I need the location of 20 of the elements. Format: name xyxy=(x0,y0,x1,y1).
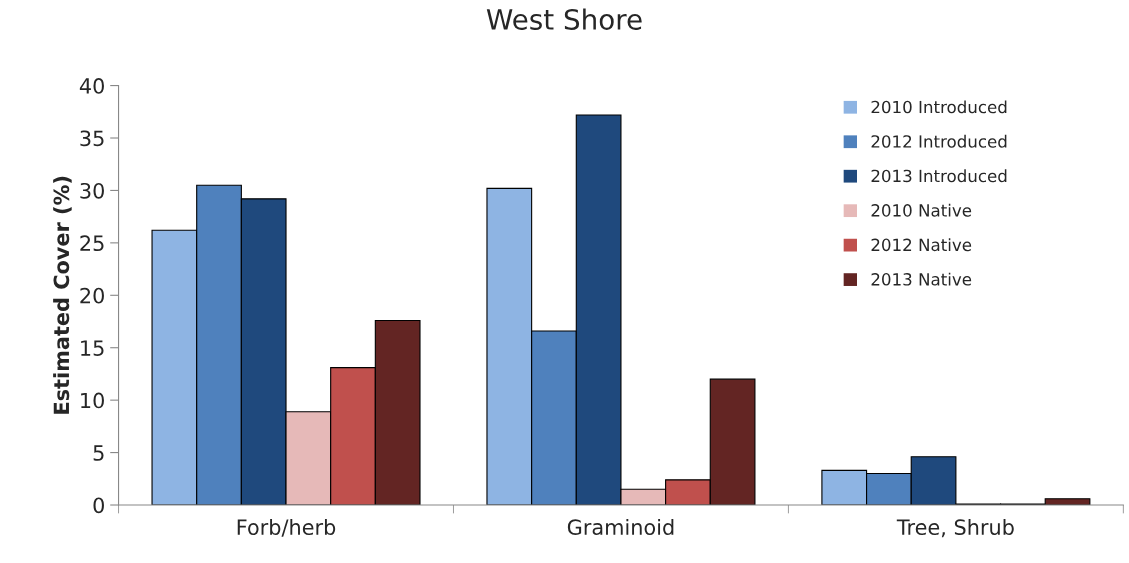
legend-label: 2010 Native xyxy=(871,203,972,217)
legend-label: 2013 Native xyxy=(871,272,972,286)
y-axis-title: Estimated Cover (%) xyxy=(53,176,72,414)
y-tick-label: 25 xyxy=(80,235,104,252)
y-tick-label: 35 xyxy=(80,130,104,147)
legend-label: 2012 Native xyxy=(871,238,972,252)
legend-label: 2010 Introduced xyxy=(871,100,1007,114)
x-tick-label: Tree, Shrub xyxy=(896,518,1014,538)
y-tick-label: 0 xyxy=(93,497,104,514)
y-tick-label: 20 xyxy=(80,287,104,304)
legend-label: 2013 Introduced xyxy=(871,169,1007,183)
y-tick-label: 10 xyxy=(81,392,104,409)
x-tick-label: Graminoid xyxy=(567,518,674,536)
y-tick-label: 15 xyxy=(81,340,104,356)
y-tick-label: 30 xyxy=(80,182,104,199)
x-tick-label: Forb/herb xyxy=(237,518,336,537)
y-tick-label: 40 xyxy=(79,78,104,94)
y-tick-label: 5 xyxy=(93,445,104,461)
chart-title: West Shore xyxy=(486,8,642,30)
legend-label: 2012 Introduced xyxy=(871,134,1007,148)
